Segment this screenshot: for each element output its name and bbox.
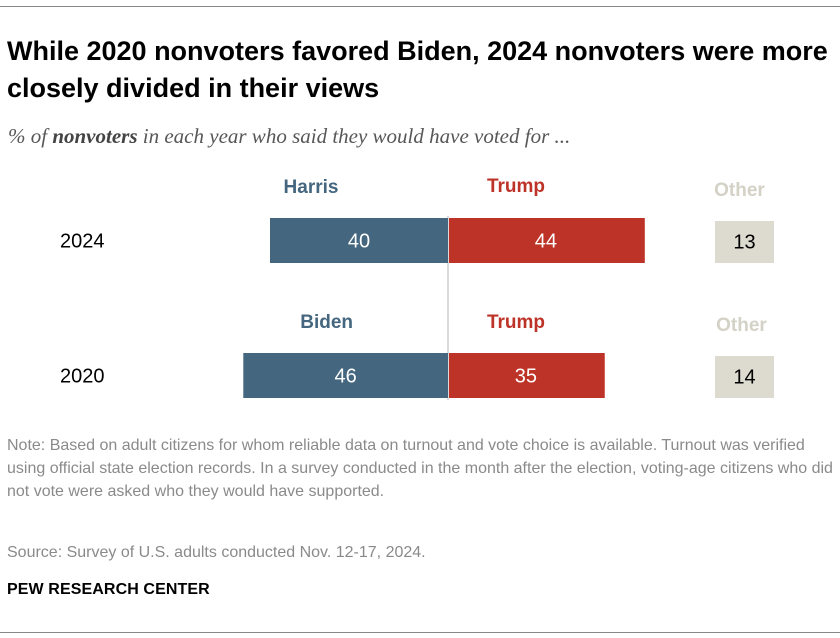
subtitle-bold: nonvoters xyxy=(52,124,138,148)
label-other-2020: Other xyxy=(716,315,767,336)
value-other-2020: 14 xyxy=(733,367,755,389)
bar-rep-2020 xyxy=(449,353,605,398)
bar-other-2024 xyxy=(715,221,774,263)
subtitle-suffix: in each year who said they would have vo… xyxy=(142,124,571,148)
label-rep-2020: Trump xyxy=(487,312,545,333)
chart-note: Note: Based on adult citizens for whom r… xyxy=(7,437,833,500)
label-rep-2024: Trump xyxy=(487,176,545,197)
year-label-2024: 2024 xyxy=(60,231,105,253)
label-dem-2020: Biden xyxy=(300,312,353,333)
bar-other-2020 xyxy=(715,356,774,398)
bar-dem-2020 xyxy=(243,353,448,398)
value-other-2024: 13 xyxy=(733,232,755,254)
bar-dem-2024 xyxy=(270,218,448,263)
label-dem-2024: Harris xyxy=(284,177,339,198)
value-rep-2024: 44 xyxy=(535,231,557,253)
bottom-rule xyxy=(0,632,840,633)
chart-source: Source: Survey of U.S. adults conducted … xyxy=(7,544,426,561)
label-other-2024: Other xyxy=(714,180,765,201)
top-rule xyxy=(0,6,840,7)
subtitle-prefix: % of xyxy=(8,124,48,148)
value-dem-2024: 40 xyxy=(348,231,370,253)
value-dem-2020: 46 xyxy=(335,366,357,388)
value-rep-2020: 35 xyxy=(515,366,537,388)
pew-logo: PEW RESEARCH CENTER xyxy=(7,581,210,598)
chart-title: While 2020 nonvoters favored Biden, 2024… xyxy=(7,36,828,103)
bar-rep-2024 xyxy=(449,218,645,263)
chart-subtitle: % of nonvoters in each year who said the… xyxy=(8,124,570,149)
bar-chart: 2024 40 Harris 44 Trump 13 Other 2020 46 Biden 35 T… xyxy=(60,176,774,400)
year-label-2020: 2020 xyxy=(60,366,105,388)
